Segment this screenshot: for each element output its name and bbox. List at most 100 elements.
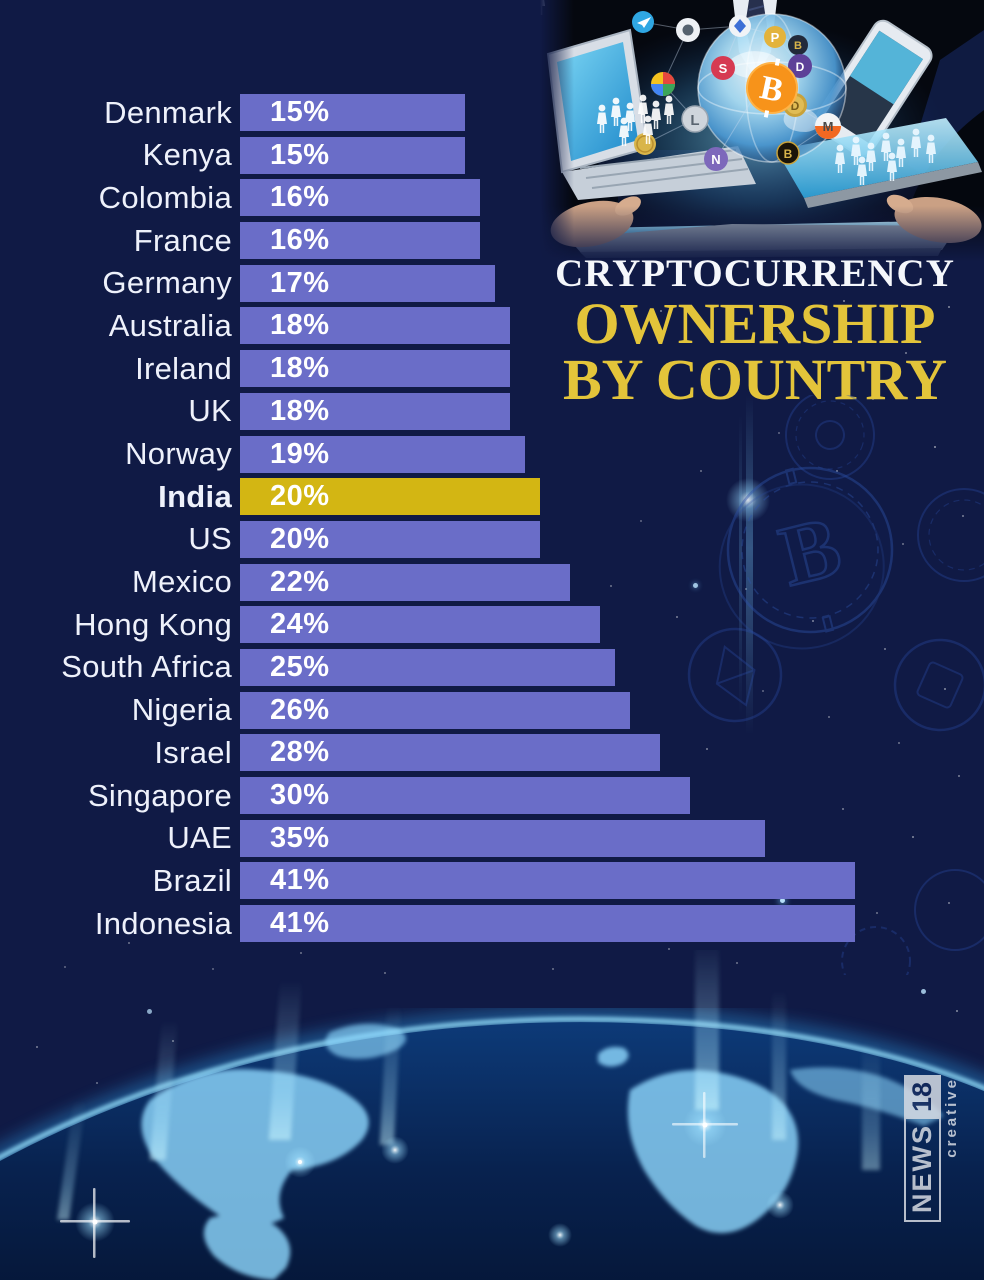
coin-watermark-icon — [917, 488, 984, 582]
country-label: Norway — [125, 436, 232, 471]
chart-row: India 20% — [0, 478, 900, 516]
lens-flare — [726, 478, 770, 522]
bar: 26% — [240, 691, 630, 729]
bar: 20% — [240, 478, 540, 516]
bitcoin-watermark-icon: B — [718, 466, 894, 650]
bar-value: 24% — [270, 608, 330, 641]
news-label: NEWS — [904, 1117, 941, 1223]
svg-text:D: D — [796, 60, 805, 74]
country-label: UK — [188, 393, 232, 429]
bar-value: 30% — [270, 779, 330, 811]
gold-coin-icon — [634, 133, 656, 155]
bright-star-decoration — [0, 0, 3, 3]
chart-row: South Africa 25% — [0, 648, 900, 686]
chart-row: Brazil 41% — [0, 862, 900, 900]
svg-text:D: D — [791, 99, 800, 113]
bar: 41% — [240, 905, 855, 943]
chart-row: Singapore 30% — [0, 777, 900, 814]
bar-value: 18% — [270, 394, 330, 427]
country-label: France — [133, 222, 232, 258]
sparkles — [60, 1092, 794, 1258]
chart-row: Indonesia 41% — [0, 905, 900, 943]
bar-value: 26% — [270, 693, 330, 726]
bar: 17% — [240, 264, 495, 302]
bar: 30% — [240, 777, 690, 814]
ethereum-watermark-icon — [687, 627, 783, 723]
light-beam — [746, 395, 753, 735]
bar-value: 15% — [270, 138, 330, 171]
light-beams — [57, 950, 880, 1220]
title-line-3: BY COUNTRY — [562, 347, 948, 412]
smartphone — [813, 19, 933, 158]
bar-value: 20% — [270, 522, 330, 555]
litecoin-icon: L — [681, 105, 709, 133]
country-label: Colombia — [98, 179, 232, 215]
bar: 18% — [240, 350, 510, 388]
country-label: Ireland — [135, 350, 232, 386]
dash-coin-icon: D — [788, 54, 812, 78]
bar-value: 17% — [270, 266, 330, 299]
bar-value: 15% — [270, 96, 330, 128]
gem-coin-icon — [729, 15, 751, 37]
country-label: Israel — [154, 734, 232, 770]
globe-body — [0, 1022, 984, 1280]
news18-wordmark: NEWS 18 — [904, 1075, 941, 1251]
chart-row: Denmark 15% — [0, 94, 900, 131]
svg-text:L: L — [690, 112, 699, 129]
channel-18-label: 18 — [904, 1075, 941, 1118]
country-label: Kenya — [142, 137, 232, 173]
svg-text:N: N — [711, 152, 720, 167]
country-label: US — [188, 521, 232, 557]
crypto-collage-photo: P B S D L D M N B B — [540, 0, 984, 262]
news18-creative-logo: NEWS 18 creative — [904, 1075, 962, 1251]
bar: 28% — [240, 734, 660, 772]
svg-text:M: M — [823, 119, 834, 134]
bar-chart: Denmark 15% Kenya 15% Colombia 16% France 16% Ge… — [0, 94, 900, 948]
bar: 19% — [240, 435, 525, 473]
pie-coin-icon — [651, 72, 675, 96]
bar-value: 18% — [270, 309, 330, 342]
bar-value: 19% — [270, 437, 330, 470]
chart-row: US 20% — [0, 520, 900, 558]
chart-row: France 16% — [0, 222, 900, 260]
country-label: Hong Kong — [74, 606, 232, 642]
country-label: Denmark — [104, 94, 232, 130]
bar-value: 20% — [270, 480, 330, 513]
country-label: Brazil — [152, 862, 232, 898]
country-label: UAE — [167, 820, 232, 856]
chart-row: Germany 17% — [0, 264, 900, 302]
monero-icon: M — [815, 113, 841, 139]
bitcoin-icon: B — [746, 58, 798, 118]
chart-row: Australia 18% — [0, 307, 900, 345]
p-coin-icon: P — [764, 26, 786, 48]
country-label: Indonesia — [94, 905, 232, 941]
coin-watermark-icon — [785, 395, 875, 480]
chart-row: Norway 19% — [0, 435, 900, 473]
bar-value: 28% — [270, 736, 330, 769]
bar: 15% — [240, 94, 465, 131]
bar-value: 16% — [270, 181, 330, 214]
dark-btc-icon: B — [788, 35, 808, 55]
s-coin-icon: S — [711, 56, 735, 80]
chart-row: Nigeria 26% — [0, 691, 900, 729]
bar: 41% — [240, 862, 855, 900]
bar: 18% — [240, 392, 510, 430]
chart-row: Colombia 16% — [0, 179, 900, 217]
title-line-1: CRYPTOCURRENCY — [555, 252, 955, 295]
bar-value: 22% — [270, 565, 330, 598]
title-line-2: OWNERSHIP — [574, 291, 936, 356]
bar: 20% — [240, 520, 540, 558]
coin-watermarks: B — [687, 395, 984, 975]
bar: 18% — [240, 307, 510, 345]
coin-watermark-icon — [893, 638, 984, 732]
bar-value: 25% — [270, 650, 330, 683]
chart-row: Kenya 15% — [0, 136, 900, 174]
chart-row: Israel 28% — [0, 734, 900, 772]
country-label: Germany — [102, 265, 232, 301]
svg-text:S: S — [719, 61, 728, 76]
country-label: India — [158, 478, 232, 514]
chart-row: Mexico 22% — [0, 563, 900, 601]
gold-btc-icon: B — [776, 141, 800, 165]
bar: 35% — [240, 819, 765, 857]
